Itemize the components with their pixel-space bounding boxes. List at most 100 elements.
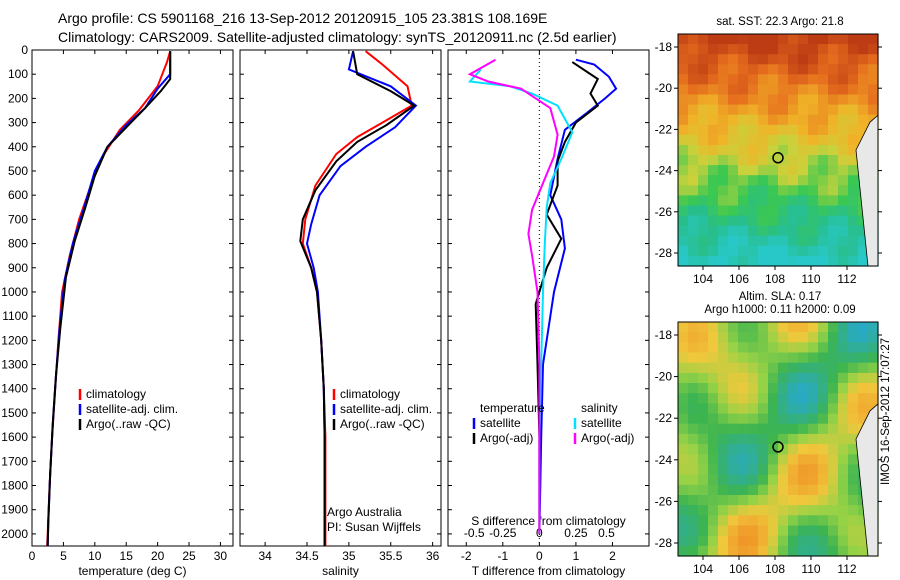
map-cell <box>678 322 689 333</box>
map-cell <box>688 474 699 486</box>
map-cell <box>778 515 789 527</box>
map-cell <box>748 413 759 425</box>
map-cell <box>738 525 749 537</box>
map-cell <box>788 352 799 364</box>
map-cell <box>748 155 759 166</box>
map-cell <box>708 352 719 364</box>
map-cell <box>688 352 699 364</box>
map-cell <box>768 44 779 55</box>
map-cell <box>778 433 789 445</box>
map-cell <box>688 165 699 176</box>
map-cell <box>828 444 839 455</box>
map-cell <box>718 84 729 96</box>
map-cell <box>688 94 699 106</box>
map-cell <box>758 515 769 527</box>
map-cell <box>818 474 829 486</box>
map-cell <box>678 64 689 75</box>
map-cell <box>738 195 749 207</box>
map2-title-line2: Argo h1000: 0.11 h2000: 0.09 <box>704 304 856 316</box>
map-cell <box>758 403 769 415</box>
map-cell <box>678 235 689 247</box>
map-cell <box>758 175 769 186</box>
x-tick-label: 36 <box>426 549 440 563</box>
map-cell <box>688 235 699 247</box>
map-cell <box>768 413 779 425</box>
map-cell <box>738 322 749 333</box>
map-cell <box>808 155 819 166</box>
map-cell <box>778 245 789 257</box>
map-cell <box>868 393 879 404</box>
map-cell <box>788 245 799 257</box>
map-cell <box>798 74 809 85</box>
map-cell <box>748 235 759 247</box>
map-cell <box>868 34 879 45</box>
map-cell <box>748 74 759 85</box>
map-cell <box>798 474 809 486</box>
map-cell <box>788 175 799 186</box>
map-cell <box>758 54 769 65</box>
map-cell <box>688 34 699 45</box>
map-cell <box>678 124 689 136</box>
map-cell <box>808 464 819 476</box>
map-cell <box>828 372 839 384</box>
map-cell <box>688 155 699 166</box>
map-cell <box>778 545 789 557</box>
map-cell <box>808 215 819 227</box>
map-cell <box>858 515 869 527</box>
map-cell <box>848 433 859 445</box>
x-tick-label: 0 <box>29 549 36 563</box>
map-cell <box>818 372 829 384</box>
map-cell <box>678 185 689 196</box>
y-tick-label: 1500 <box>1 406 28 420</box>
map-cell <box>738 104 749 116</box>
map-cell <box>728 505 739 516</box>
map-cell <box>678 114 689 126</box>
map-cell <box>798 114 809 126</box>
map-cell <box>868 84 879 96</box>
x-tick-label: 30 <box>214 549 228 563</box>
map-cell <box>778 322 789 333</box>
map-cell <box>788 114 799 126</box>
y-tick-label: 800 <box>8 237 28 251</box>
map-cell <box>768 54 779 65</box>
map-cell <box>798 433 809 445</box>
map-cell <box>758 322 769 333</box>
map-cell <box>848 54 859 65</box>
map-cell <box>688 444 699 455</box>
map-cell <box>748 525 759 537</box>
map-cell <box>758 215 769 227</box>
map-cell <box>698 495 709 506</box>
map-cell <box>708 255 719 267</box>
map-cell <box>818 342 829 354</box>
map-cell <box>758 423 769 435</box>
map-cell <box>798 322 809 333</box>
map-cell <box>718 474 729 486</box>
map-cell <box>838 393 849 404</box>
map-cell <box>798 145 809 156</box>
map-cell <box>778 155 789 166</box>
x-axis-label-top: S difference from climatology <box>471 514 626 528</box>
map-cell <box>748 545 759 557</box>
map-cell <box>838 54 849 65</box>
map-cell <box>858 322 869 333</box>
map-cell <box>678 362 689 374</box>
map-cell <box>758 372 769 384</box>
map-y-tick-label: -26 <box>655 494 673 508</box>
map-cell <box>708 225 719 237</box>
map-cell <box>688 322 699 333</box>
map-cell <box>788 515 799 527</box>
map-cell <box>808 44 819 55</box>
map-cell <box>838 185 849 196</box>
map-cell <box>808 332 819 343</box>
map-cell <box>688 515 699 527</box>
map-cell <box>798 383 809 394</box>
map-cell <box>828 245 839 257</box>
map-cell <box>708 413 719 425</box>
map-cell <box>688 195 699 207</box>
map-cell <box>828 474 839 486</box>
map-cell <box>848 165 859 176</box>
map-cell <box>718 245 729 257</box>
map-cell <box>688 114 699 126</box>
map-cell <box>738 545 749 557</box>
map-cell <box>728 195 739 207</box>
